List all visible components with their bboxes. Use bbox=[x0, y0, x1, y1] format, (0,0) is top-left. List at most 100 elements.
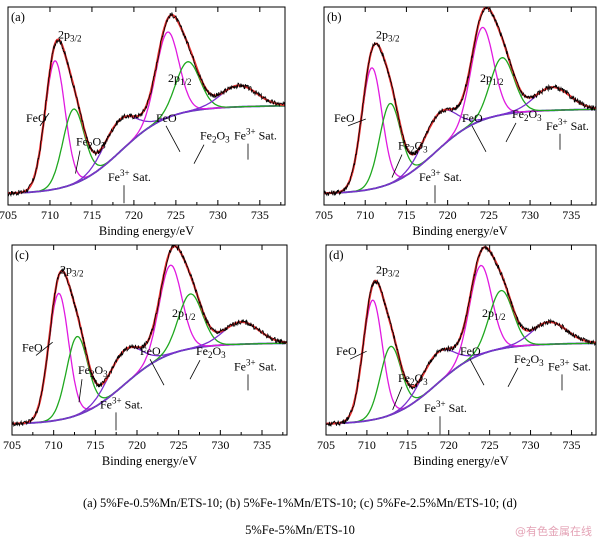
panel-label: (d) bbox=[329, 248, 344, 262]
annotation-pointer bbox=[193, 144, 205, 164]
annotation-pointer bbox=[189, 360, 201, 380]
label-feo-2p3-2: FeO bbox=[26, 111, 47, 125]
peak-label-2p3-2: 2p3/2 bbox=[60, 263, 84, 279]
caption-line-2: 5%Fe-5%Mn/ETS-10 bbox=[245, 523, 355, 537]
x-tick-label: 715 bbox=[83, 208, 101, 222]
peak-label-2p3-2: 2p3/2 bbox=[376, 28, 400, 44]
label-fe2o3-2p1-2: Fe2O3 bbox=[514, 352, 544, 368]
x-axis-label: Binding energy/eV bbox=[102, 454, 197, 468]
annotation-pointer bbox=[75, 150, 81, 174]
label-fe2o3-2p3-2: Fe2O3 bbox=[398, 371, 428, 387]
envelope-line bbox=[8, 13, 285, 195]
x-tick-label: 710 bbox=[41, 208, 59, 222]
peak-label-2p1-2: 2p1/2 bbox=[172, 306, 196, 322]
x-tick-label: 735 bbox=[562, 438, 580, 452]
annotation-pointer bbox=[471, 125, 487, 153]
annotation-pointer bbox=[165, 125, 181, 153]
annotation-pointer bbox=[35, 341, 53, 356]
peak-label-2p1-2: 2p1/2 bbox=[480, 71, 504, 87]
raw-data-line bbox=[324, 7, 596, 197]
x-tick-label: 730 bbox=[209, 208, 227, 222]
label-fe2o3-2p1-2: Fe2O3 bbox=[200, 129, 230, 145]
envelope-line bbox=[324, 7, 596, 195]
panel-a: 705 710 715 720 725 730 735 Binding energy/eV (a… bbox=[0, 6, 286, 238]
x-tick-label: 735 bbox=[253, 438, 271, 452]
label-sat-2p1-2: Fe3+ Sat. bbox=[548, 357, 591, 373]
label-sat-2p1-2: Fe3+ Sat. bbox=[546, 117, 589, 133]
annotation-pointer bbox=[349, 350, 367, 360]
panel-label: (a) bbox=[11, 10, 25, 24]
label-fe2o3-2p1-2: Fe2O3 bbox=[512, 107, 542, 123]
panel-label: (b) bbox=[327, 10, 342, 24]
plot-frame bbox=[11, 244, 288, 436]
x-tick-label: 735 bbox=[251, 208, 269, 222]
label-sat-2p1-2: Fe3+ Sat. bbox=[234, 127, 277, 143]
label-sat-2p3-2: Fe3+ Sat. bbox=[100, 395, 143, 411]
x-tick-label: 710 bbox=[358, 438, 376, 452]
x-axis-label: Binding energy/eV bbox=[413, 454, 508, 468]
annotation-pointer bbox=[505, 122, 517, 143]
annotation-pointer bbox=[391, 154, 403, 178]
panel-d: 705 710 715 720 725 730 735 Binding energy/eV (d… bbox=[317, 244, 597, 468]
peak-label-2p3-2: 2p3/2 bbox=[376, 263, 400, 279]
label-feo-2p1-2: FeO bbox=[140, 344, 161, 358]
raw-data-line bbox=[8, 12, 285, 198]
peak-label-2p1-2: 2p1/2 bbox=[482, 306, 506, 322]
label-feo-2p1-2: FeO bbox=[460, 344, 481, 358]
panel-c: 705 710 715 720 725 730 735 Binding energy/eV (c… bbox=[3, 244, 288, 468]
caption-line-1: (a) 5%Fe-0.5%Mn/ETS-10; (b) 5%Fe-1%Mn/ET… bbox=[83, 496, 517, 510]
x-tick-label: 715 bbox=[86, 438, 104, 452]
annotation-pointer bbox=[39, 113, 50, 127]
raw-data-line bbox=[326, 245, 596, 428]
annotation-pointer bbox=[392, 386, 403, 410]
x-tick-label: 720 bbox=[125, 208, 143, 222]
x-tick-label: 725 bbox=[167, 208, 185, 222]
annotation-pointer bbox=[507, 367, 519, 387]
x-tick-label: 730 bbox=[522, 438, 540, 452]
x-tick-label: 735 bbox=[562, 208, 580, 222]
x-tick-label: 730 bbox=[521, 208, 539, 222]
label-sat-2p1-2: Fe3+ Sat. bbox=[234, 357, 277, 373]
peak-label-2p3-2: 2p3/2 bbox=[58, 28, 82, 44]
x-tick-label: 725 bbox=[481, 438, 499, 452]
plot-frame bbox=[325, 244, 597, 436]
annotation-pointer bbox=[469, 359, 485, 386]
x-axis-label: Binding energy/eV bbox=[412, 224, 507, 238]
label-feo-2p1-2: FeO bbox=[462, 111, 483, 125]
label-sat-2p3-2: Fe3+ Sat. bbox=[419, 168, 462, 184]
label-fe2o3-2p3-2: Fe2O3 bbox=[76, 135, 106, 151]
label-feo-2p1-2: FeO bbox=[156, 111, 177, 125]
x-tick-label: 730 bbox=[211, 438, 229, 452]
panel-label: (c) bbox=[15, 248, 29, 262]
envelope-line bbox=[12, 245, 287, 425]
label-fe2o3-2p3-2: Fe2O3 bbox=[78, 363, 108, 379]
raw-data-line bbox=[12, 245, 287, 428]
label-feo-2p3-2: FeO bbox=[336, 344, 357, 358]
x-axis-label: Binding energy/eV bbox=[99, 224, 194, 238]
x-tick-label: 705 bbox=[0, 208, 17, 222]
x-tick-label: 725 bbox=[480, 208, 498, 222]
label-sat-2p3-2: Fe3+ Sat. bbox=[424, 399, 467, 415]
x-tick-label: 705 bbox=[315, 208, 333, 222]
x-tick-label: 720 bbox=[440, 438, 458, 452]
x-tick-label: 720 bbox=[439, 208, 457, 222]
label-fe2o3-2p3-2: Fe2O3 bbox=[398, 139, 428, 155]
x-tick-label: 705 bbox=[3, 438, 21, 452]
x-tick-label: 705 bbox=[317, 438, 335, 452]
annotation-pointer bbox=[347, 118, 366, 127]
label-fe2o3-2p1-2: Fe2O3 bbox=[196, 344, 226, 360]
x-tick-label: 710 bbox=[45, 438, 63, 452]
envelope-line bbox=[326, 246, 596, 425]
panel-b: 705 710 715 720 725 730 735 Binding energy/eV (b… bbox=[315, 6, 597, 238]
x-tick-label: 715 bbox=[397, 208, 415, 222]
label-sat-2p3-2: Fe3+ Sat. bbox=[108, 168, 151, 184]
annotation-pointer bbox=[78, 379, 83, 403]
label-feo-2p3-2: FeO bbox=[334, 111, 355, 125]
watermark: @有色金属在线 bbox=[515, 525, 592, 538]
x-tick-label: 725 bbox=[170, 438, 188, 452]
x-tick-label: 710 bbox=[356, 208, 374, 222]
peak-label-2p1-2: 2p1/2 bbox=[168, 71, 192, 87]
x-tick-label: 720 bbox=[128, 438, 146, 452]
x-tick-label: 715 bbox=[399, 438, 417, 452]
